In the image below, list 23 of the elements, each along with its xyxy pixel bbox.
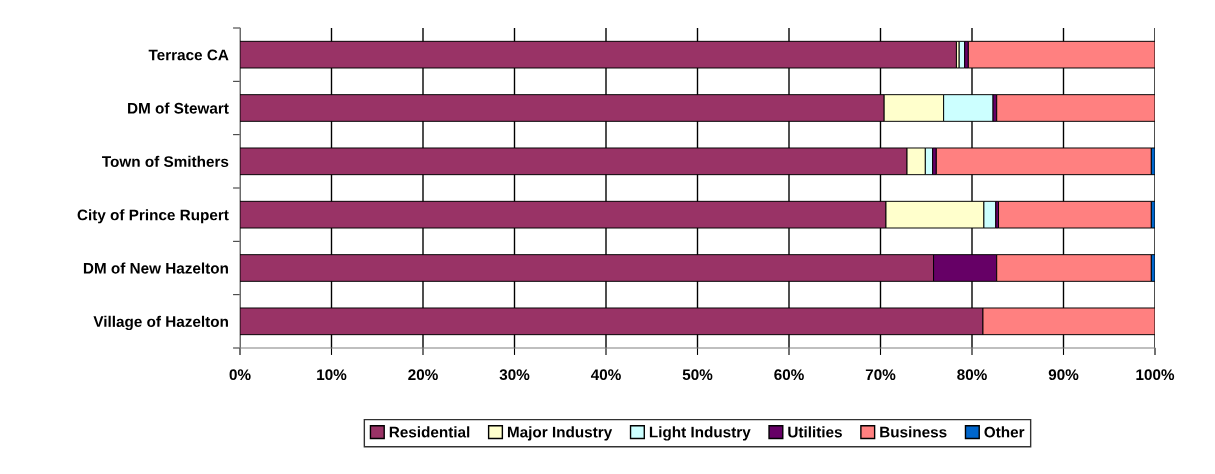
y-tick-label: Village of Hazelton [93,315,228,331]
x-tick-label: 100% [1136,369,1175,381]
x-tick-label: 10% [317,369,347,381]
y-tick-label: DM of New Hazelton [83,262,228,274]
legend-label: Residential [389,426,470,438]
legend-label: Major Industry [507,426,613,441]
x-tick-label: 70% [865,369,896,381]
legend-label: Other [984,426,1025,438]
y-tick-label: City of Prince Rupert [77,209,229,224]
x-tick-label: 90% [1048,369,1079,381]
y-tick-label: DM of Stewart [128,102,229,114]
x-tick-label: 60% [774,369,804,381]
legend-label: Utilities [788,426,842,438]
x-tick-label: 20% [408,369,438,381]
x-tick-label: 50% [682,369,713,381]
legend-label: Light Industry [649,426,751,441]
x-tick-label: 0% [229,369,251,381]
y-tick-label: Town of Smithers [102,155,229,168]
legend-label: Business [880,426,947,438]
y-tick-label: Terrace CA [148,49,229,61]
x-tick-label: 40% [590,369,621,381]
x-tick-label: 30% [499,369,530,381]
x-tick-label: 80% [957,369,987,381]
